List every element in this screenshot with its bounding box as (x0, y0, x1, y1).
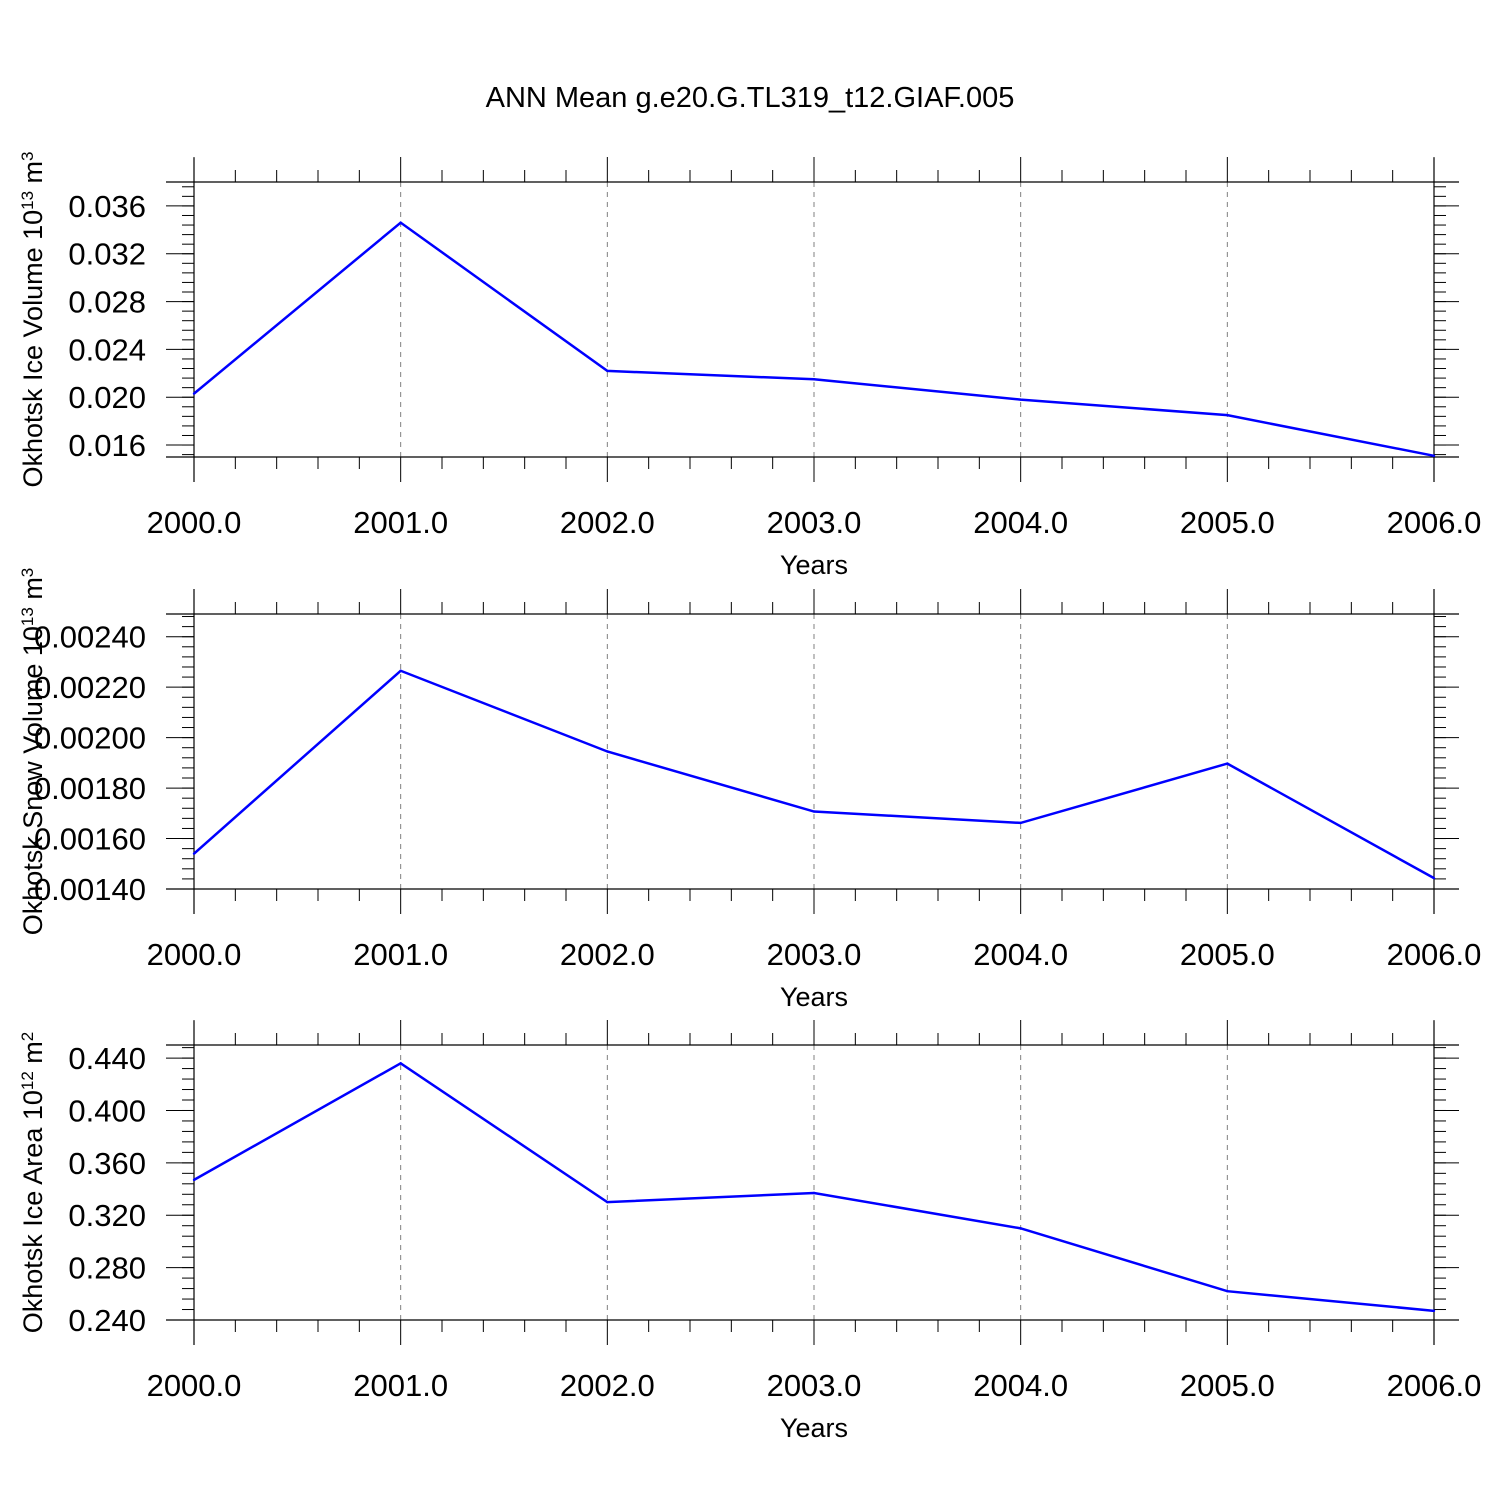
x-tick-label: 2003.0 (767, 505, 862, 540)
data-point (812, 810, 816, 813)
data-point (1226, 1289, 1229, 1293)
y-axis-title-part: m (18, 161, 48, 191)
y-axis-title-part: m (18, 577, 48, 607)
series-line (193, 221, 1435, 458)
data-point (606, 750, 609, 753)
y-axis-title-superscript: 2 (18, 1032, 37, 1041)
y-axis-title-part: Okhotsk Ice Volume 10 (18, 210, 48, 488)
x-tick-label: 2000.0 (147, 937, 242, 972)
data-point (399, 1062, 402, 1065)
y-tick-label: 0.024 (68, 332, 146, 367)
panel-2: 0.00140 0.00160 0.00180 0.00200 0.00220 0.002… (18, 568, 1482, 1012)
data-point (606, 369, 609, 373)
data-point (1432, 454, 1436, 458)
data-point (399, 669, 402, 672)
x-tick-label: 2002.0 (560, 505, 655, 540)
panels: 0.016 0.020 0.024 0.028 0.032 0.036 2000.0 2001… (18, 151, 1482, 1443)
data-point (1019, 821, 1022, 825)
x-axis-title: Years (780, 982, 848, 1012)
data-point (192, 1178, 196, 1182)
y-tick-label: 0.036 (68, 189, 146, 224)
panel-3: 0.240 0.280 0.320 0.360 0.400 0.440 2000.0 2001… (18, 1020, 1482, 1443)
y-tick-label: 0.00220 (34, 670, 146, 705)
y-axis-title: Okhotsk Ice Area 1012 m2 (18, 1032, 49, 1334)
x-tick-label: 2006.0 (1387, 937, 1482, 972)
y-axis-title: Okhotsk Ice Volume 1013 m3 (18, 151, 49, 487)
y-tick-label: 0.00180 (34, 771, 146, 806)
y-axis-title: Okhotsk Snow Volume 1013 m3 (18, 568, 49, 936)
x-tick-label: 2006.0 (1387, 1368, 1482, 1403)
x-tick-label: 2003.0 (767, 1368, 862, 1403)
x-tick-label: 2002.0 (560, 1368, 655, 1403)
y-axis-title-superscript: 3 (18, 568, 37, 577)
y-axis-title-superscript: 13 (18, 191, 37, 210)
y-tick-label: 0.00160 (34, 822, 146, 857)
data-point (1019, 398, 1022, 401)
chart-title: ANN Mean g.e20.G.TL319_t12.GIAF.005 (486, 82, 1015, 114)
y-tick-label: 0.032 (68, 237, 146, 272)
y-tick-label: 0.240 (68, 1303, 146, 1338)
y-axis-title-superscript: 13 (18, 607, 37, 626)
data-point (1019, 1227, 1022, 1230)
data-point (606, 1200, 609, 1204)
y-tick-label: 0.400 (68, 1093, 146, 1128)
x-tick-label: 2002.0 (560, 937, 655, 972)
y-tick-label: 0.360 (68, 1146, 146, 1181)
y-tick-label: 0.020 (68, 380, 146, 415)
data-point (1226, 413, 1229, 417)
data-point (1432, 1309, 1436, 1313)
y-tick-label: 0.440 (68, 1041, 146, 1076)
data-point (812, 378, 816, 381)
x-tick-label: 2005.0 (1180, 505, 1275, 540)
data-point (399, 221, 402, 224)
x-tick-label: 2004.0 (973, 505, 1068, 540)
y-tick-label: 0.00140 (34, 872, 146, 907)
y-tick-label: 0.280 (68, 1251, 146, 1286)
x-axis-title: Years (780, 550, 848, 580)
y-axis-title-part: m (18, 1041, 48, 1071)
data-point (1432, 876, 1436, 880)
x-tick-label: 2004.0 (973, 937, 1068, 972)
x-axis-title: Years (780, 1413, 848, 1443)
panel-1: 0.016 0.020 0.024 0.028 0.032 0.036 2000.0 2001… (18, 151, 1482, 580)
y-axis-title-superscript: 12 (18, 1071, 37, 1090)
data-point (812, 1191, 816, 1195)
data-point (192, 392, 196, 395)
y-axis-title-superscript: 3 (18, 151, 37, 160)
y-axis-title-part: Okhotsk Ice Area 10 (18, 1090, 48, 1333)
x-tick-label: 2003.0 (767, 937, 862, 972)
y-tick-label: 0.00240 (34, 620, 146, 655)
x-tick-label: 2000.0 (147, 1368, 242, 1403)
y-axis-title-part: Okhotsk Snow Volume 10 (18, 626, 48, 935)
data-point (1226, 762, 1229, 765)
x-tick-label: 2001.0 (353, 1368, 448, 1403)
x-tick-label: 2006.0 (1387, 505, 1482, 540)
x-tick-label: 2000.0 (147, 505, 242, 540)
x-tick-label: 2005.0 (1180, 937, 1275, 972)
x-tick-label: 2001.0 (353, 937, 448, 972)
y-tick-label: 0.00200 (34, 721, 146, 756)
data-point (192, 852, 196, 855)
x-tick-label: 2001.0 (353, 505, 448, 540)
x-tick-label: 2004.0 (973, 1368, 1068, 1403)
y-tick-label: 0.028 (68, 285, 146, 320)
x-tick-label: 2005.0 (1180, 1368, 1275, 1403)
y-tick-label: 0.016 (68, 428, 146, 463)
y-tick-label: 0.320 (68, 1198, 146, 1233)
